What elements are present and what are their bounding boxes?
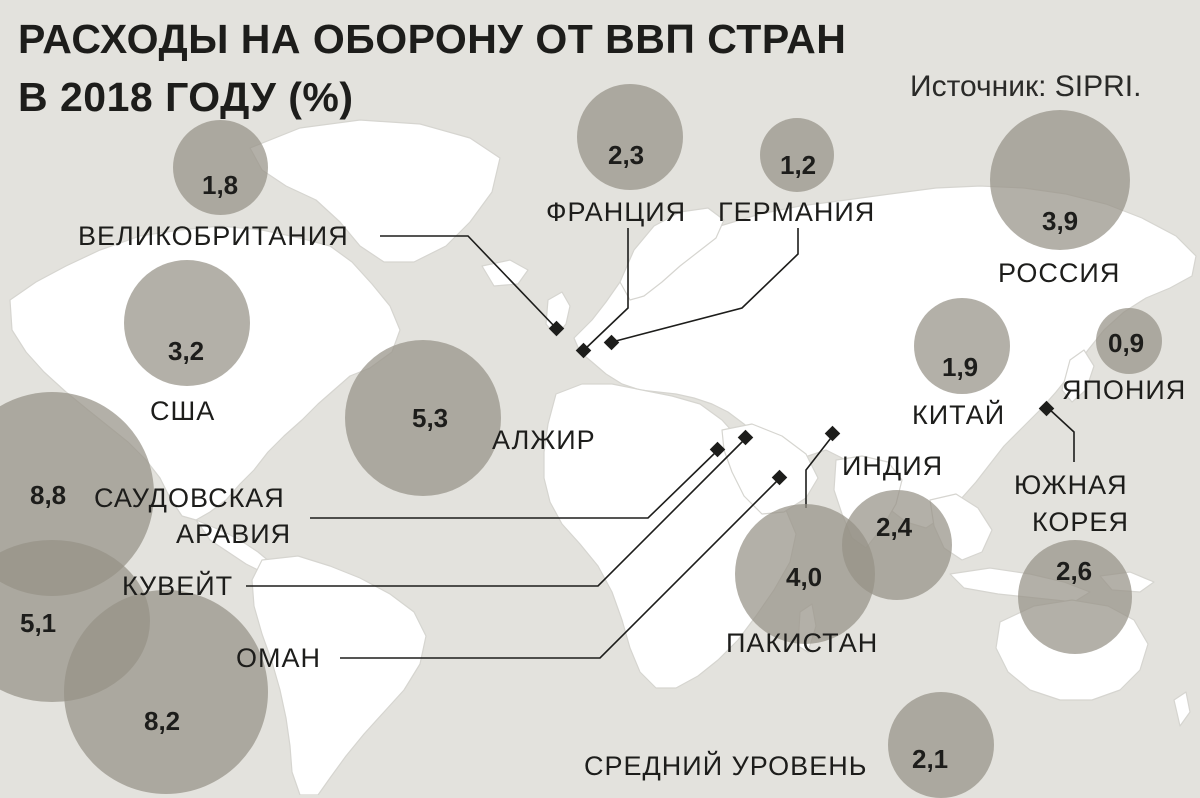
- uk-shape: [545, 291, 571, 337]
- label-japan: ЯПОНИЯ: [1062, 375, 1187, 405]
- iceland-shape: [481, 259, 529, 287]
- value-india: 2,4: [876, 512, 913, 542]
- value-oman: 8,2: [144, 706, 181, 736]
- value-saudi: 8,8: [30, 480, 67, 510]
- value-russia: 3,9: [1042, 206, 1079, 236]
- value-japan: 0,9: [1108, 328, 1145, 358]
- bubble-france: [577, 84, 683, 190]
- label-saudi-line2: АРАВИЯ: [176, 519, 292, 549]
- new-zealand-shape: [1173, 691, 1191, 727]
- bubble-china: [914, 298, 1010, 394]
- label-average: СРЕДНИЙ УРОВЕНЬ: [584, 751, 868, 781]
- bubble-average: [888, 692, 994, 798]
- bubble-oman: [64, 590, 268, 794]
- value-usa: 3,2: [168, 336, 205, 366]
- title-line-1: РАСХОДЫ НА ОБОРОНУ ОТ ВВП СТРАН: [18, 16, 847, 62]
- bubble-south-korea: [1018, 540, 1132, 654]
- label-india: ИНДИЯ: [842, 451, 944, 481]
- japan-shape: [1061, 349, 1095, 403]
- value-uk: 1,8: [202, 170, 239, 200]
- label-china: КИТАЙ: [912, 400, 1006, 430]
- value-average: 2,1: [912, 744, 949, 774]
- label-algeria: АЛЖИР: [492, 425, 596, 455]
- label-uk: ВЕЛИКОБРИТАНИЯ: [78, 221, 349, 251]
- label-south-korea-line2: КОРЕЯ: [1032, 507, 1129, 537]
- label-south-korea-line1: ЮЖНАЯ: [1014, 470, 1128, 500]
- label-germany: ГЕРМАНИЯ: [718, 197, 876, 227]
- bubble-uk: [173, 120, 268, 215]
- value-south-korea: 2,6: [1056, 556, 1093, 586]
- label-saudi-line1: САУДОВСКАЯ: [94, 483, 285, 513]
- bubble-germany: [760, 118, 834, 192]
- bubble-india: [842, 490, 952, 600]
- bubble-algeria: [345, 340, 501, 496]
- label-kuwait: КУВЕЙТ: [122, 571, 234, 601]
- value-algeria: 5,3: [412, 403, 449, 433]
- bubble-japan: [1096, 308, 1162, 374]
- label-russia: РОССИЯ: [998, 258, 1121, 288]
- value-china: 1,9: [942, 352, 979, 382]
- bubble-russia: [990, 110, 1130, 250]
- page-title: РАСХОДЫ НА ОБОРОНУ ОТ ВВП СТРАН В 2018 Г…: [18, 10, 846, 126]
- label-france: ФРАНЦИЯ: [546, 197, 687, 227]
- bubble-usa: [124, 260, 250, 386]
- value-kuwait: 5,1: [20, 608, 57, 638]
- value-germany: 1,2: [780, 150, 817, 180]
- value-pakistan: 4,0: [786, 562, 823, 592]
- label-oman: ОМАН: [236, 643, 321, 673]
- source-note: Источник: SIPRI.: [910, 70, 1142, 103]
- label-usa: США: [150, 396, 216, 426]
- label-pakistan: ПАКИСТАН: [726, 628, 879, 658]
- value-france: 2,3: [608, 140, 645, 170]
- title-line-2: В 2018 ГОДУ (%): [18, 74, 354, 120]
